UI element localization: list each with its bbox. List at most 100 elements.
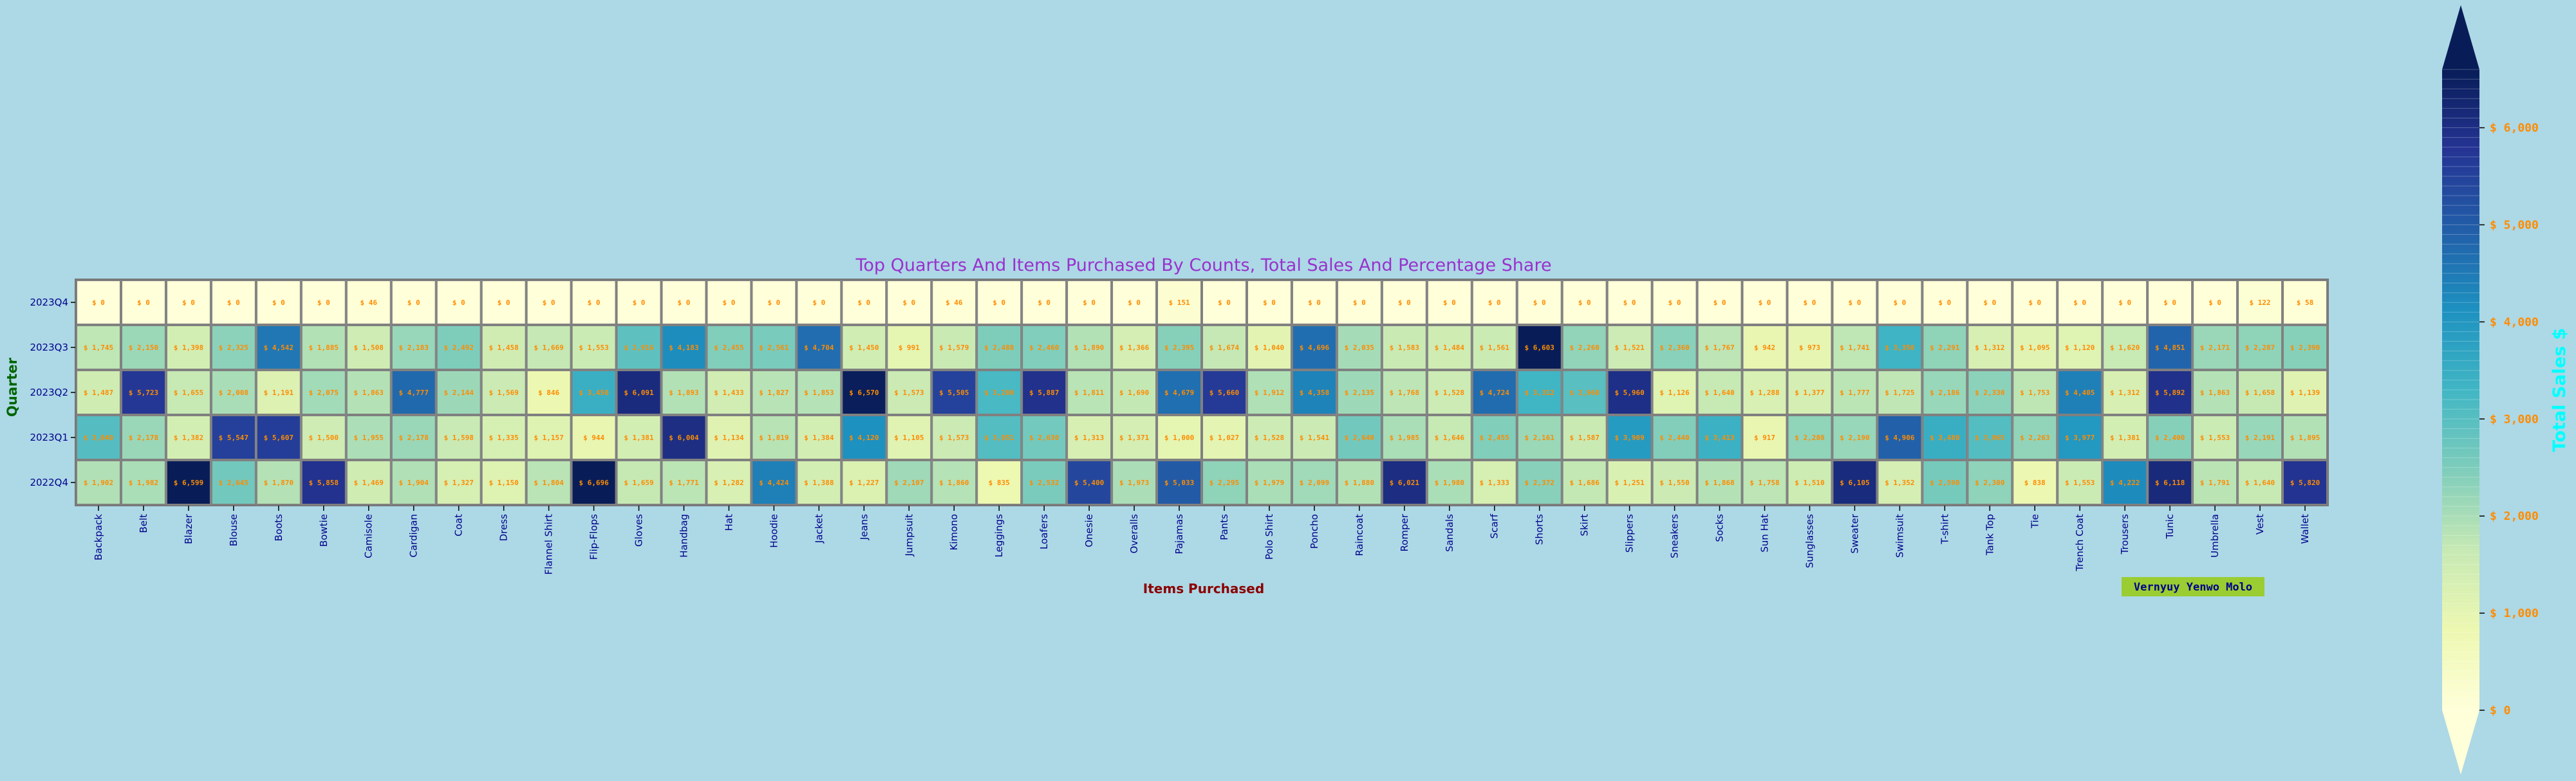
cell-value-label: $ 5,960 [1614, 389, 1644, 397]
x-axis-label: Items Purchased [1143, 581, 1264, 596]
heatmap-cell [1157, 280, 1202, 325]
colorbar-tick-label: $ 5,000 [2490, 218, 2539, 232]
heatmap-cell [2282, 460, 2328, 505]
heatmap-cell [1742, 370, 1787, 415]
cell-value-label: $ 0 [2118, 299, 2131, 307]
heatmap-cell [1112, 280, 1157, 325]
cell-value-label: $ 1,890 [1074, 344, 1104, 352]
x-tick-label: Dress [498, 514, 510, 541]
x-tick-label: Loafers [1038, 514, 1050, 549]
cell-value-label: $ 2,330 [1975, 389, 2004, 397]
cell-value-label: $ 1,741 [1840, 344, 1870, 352]
heatmap-cell [976, 460, 1022, 505]
heatmap-cell [2012, 460, 2058, 505]
x-tick-label: Tank Top [1984, 514, 1995, 556]
cell-value-label: $ 2,561 [759, 344, 789, 352]
cell-value-label: $ 838 [2024, 479, 2046, 487]
cell-value-label: $ 1,870 [264, 479, 294, 487]
heatmap-cell [2057, 280, 2103, 325]
x-tick-label: T-shirt [1939, 514, 1950, 545]
heatmap-cell [1517, 415, 1562, 460]
cell-value-label: $ 1,745 [84, 344, 113, 352]
heatmap-cell [1967, 325, 2013, 370]
cell-value-label: $ 0 [902, 299, 915, 307]
heatmap-cell [1517, 460, 1562, 505]
x-tick-label: Shorts [1534, 514, 1545, 545]
heatmap-cell [1517, 280, 1562, 325]
x-tick-label: Belt [138, 514, 149, 533]
cell-value-label: $ 1,139 [2290, 389, 2320, 397]
cell-value-label: $ 1,646 [1435, 434, 1465, 442]
heatmap-cell [1967, 460, 2013, 505]
heatmap-cell [526, 460, 572, 505]
cell-value-label: $ 0 [1804, 299, 1816, 307]
heatmap-cell [301, 325, 346, 370]
heatmap-cell [841, 460, 887, 505]
x-tick-label: Onesie [1083, 514, 1095, 547]
heatmap-cell [706, 325, 752, 370]
heatmap-cell [120, 415, 166, 460]
y-tick-label: 2022Q4 [30, 477, 68, 488]
cell-value-label: $ 4,704 [804, 344, 834, 352]
heatmap-cell [1607, 415, 1652, 460]
heatmap-cell [210, 460, 256, 505]
annotation-text: Vernyuy Yenwo Molo [2134, 581, 2252, 594]
x-tick-label: Leggings [993, 514, 1005, 558]
heatmap-cell [256, 325, 301, 370]
x-tick-label: Sun Hat [1759, 514, 1771, 553]
heatmap-cell [616, 280, 662, 325]
y-tick-label: 2023Q2 [30, 387, 68, 398]
cell-value-label: $ 1,528 [1255, 434, 1284, 442]
heatmap-cell [301, 370, 346, 415]
heatmap-cell [1742, 325, 1787, 370]
heatmap-cell [1291, 370, 1337, 415]
cell-value-label: $ 1,371 [1119, 434, 1150, 442]
cell-value-label: $ 1,791 [2200, 479, 2230, 487]
cell-value-label: $ 1,655 [174, 389, 203, 397]
cell-value-label: $ 5,858 [309, 479, 339, 487]
cell-value-label: $ 1,553 [2200, 434, 2230, 442]
y-axis-tick-labels: 2023Q4 2023Q3 2023Q2 2023Q1 2022Q4 [30, 297, 75, 488]
cell-value-label: $ 6,118 [2155, 479, 2185, 487]
cell-value-label: $ 1,979 [1255, 479, 1284, 487]
heatmap-cell [841, 280, 887, 325]
heatmap-cell [526, 415, 572, 460]
cell-value-label: $ 0 [1308, 299, 1321, 307]
cell-value-label: $ 0 [2163, 299, 2176, 307]
cell-value-label: $ 2,630 [1029, 434, 1059, 442]
cell-value-label: $ 2,488 [984, 344, 1014, 352]
heatmap-cell [1426, 370, 1472, 415]
heatmap-cell [165, 280, 211, 325]
heatmap-cell [1697, 415, 1742, 460]
cell-value-label: $ 1,450 [849, 344, 879, 352]
cell-value-label: $ 1,251 [1614, 479, 1645, 487]
cell-value-label: $ 0 [182, 299, 195, 307]
cell-value-label: $ 5,547 [219, 434, 248, 442]
cell-value-label: $ 1,282 [714, 479, 743, 487]
cell-value-label: $ 1,640 [2245, 479, 2275, 487]
heatmap-cell [2012, 370, 2058, 415]
heatmap-cell [571, 280, 617, 325]
heatmap-cell [2057, 325, 2103, 370]
heatmap-cell [1832, 280, 1878, 325]
cell-value-label: $ 1,573 [939, 434, 969, 442]
heatmap-cell [931, 415, 977, 460]
heatmap-cell [1652, 415, 1697, 460]
heatmap-cell [2237, 280, 2283, 325]
cell-value-label: $ 5,607 [264, 434, 294, 442]
heatmap-cell [1471, 325, 1517, 370]
heatmap-cell [346, 415, 391, 460]
cell-value-label: $ 1,880 [1345, 479, 1374, 487]
cell-value-label: $ 0 [2208, 299, 2221, 307]
x-tick-label: Scarf [1489, 513, 1500, 538]
colorbar-tick-label: $ 6,000 [2490, 122, 2539, 135]
heatmap-cell [2012, 415, 2058, 460]
heatmap-cell [931, 460, 977, 505]
cell-value-label: $ 1,381 [2110, 434, 2140, 442]
heatmap-cell [1426, 325, 1472, 370]
heatmap-cell [301, 280, 346, 325]
heatmap-cell [1517, 370, 1562, 415]
cell-value-label: $ 1,398 [174, 344, 203, 352]
cell-value-label: $ 1,579 [939, 344, 969, 352]
heatmap-cell [2147, 415, 2193, 460]
